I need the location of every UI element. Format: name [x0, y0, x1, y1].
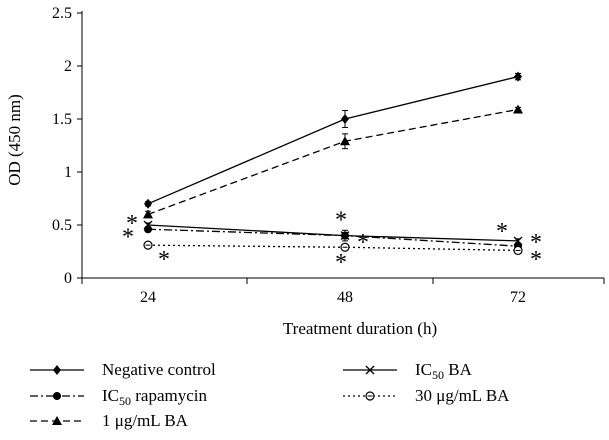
series-line [147, 228, 519, 247]
data-point-triangle [513, 104, 523, 114]
legend-item: Negative control [30, 360, 216, 379]
significance-asterisk: * [335, 208, 347, 234]
significance-annotations: ******* ** [122, 208, 542, 276]
data-point-triangle [143, 209, 153, 219]
legend-label: 1 μg/mL BA [102, 411, 189, 430]
x-axis-title: Treatment duration (h) [283, 319, 437, 338]
data-point-x [513, 236, 523, 246]
series-open-circle [143, 240, 523, 256]
series-line [147, 108, 519, 216]
data-point-diamond [514, 71, 522, 82]
data-point-diamond [53, 365, 61, 375]
series-x [143, 220, 523, 246]
significance-asterisk: * [335, 250, 347, 276]
axes [77, 11, 605, 284]
series-diamond [144, 71, 522, 209]
data-point-x [143, 220, 153, 230]
significance-asterisk: * [530, 247, 542, 273]
series-line [147, 244, 519, 252]
y-tick-label: 1 [64, 164, 72, 181]
series-line [147, 224, 519, 242]
data-point-circle [53, 392, 61, 400]
legend-item: IC50 rapamycin [30, 386, 207, 408]
tick-labels: 0 0.5 1 1.5 2 2.5 24 48 72 [52, 5, 526, 306]
significance-asterisk: * [357, 230, 369, 256]
significance-asterisk: * [122, 225, 134, 251]
series-line [147, 75, 519, 205]
y-tick-label: 0 [64, 270, 72, 287]
x-tick-label: 48 [337, 289, 353, 306]
x-tick-label: 72 [510, 289, 526, 306]
y-tick-label: 2 [64, 58, 72, 75]
data-point-open-circle [340, 242, 350, 252]
y-axis-title: OD (450 nm) [5, 94, 24, 186]
series-group [143, 71, 523, 256]
legend-label: IC50 BA [415, 360, 473, 382]
data-point-open-circle [365, 391, 375, 401]
legend-item: 1 μg/mL BA [30, 411, 189, 430]
series-circle [144, 225, 522, 251]
y-tick-label: 0.5 [52, 217, 72, 234]
legend: Negative control IC50 rapamycin 1 μg/mL BA… [30, 360, 510, 430]
y-tick-label: 1.5 [52, 111, 72, 128]
significance-asterisk: * [126, 211, 138, 237]
significance-asterisk: * [496, 219, 508, 245]
data-point-open-circle [513, 245, 523, 256]
data-point-open-circle [143, 240, 153, 250]
data-point-diamond [341, 114, 349, 124]
legend-label: Negative control [102, 360, 216, 379]
data-point-triangle [52, 416, 62, 425]
significance-asterisk: * [158, 247, 170, 273]
data-point-x [365, 365, 375, 375]
data-point-diamond [144, 198, 152, 209]
series-triangle [143, 104, 523, 219]
x-tick-label: 24 [140, 289, 156, 306]
legend-label: 30 μg/mL BA [415, 386, 510, 405]
data-point-x [340, 231, 350, 241]
data-point-triangle [340, 136, 350, 146]
legend-item: 30 μg/mL BA [343, 386, 510, 405]
significance-asterisk: * [530, 230, 542, 256]
y-tick-label: 2.5 [52, 5, 72, 22]
legend-item: IC50 BA [343, 360, 473, 382]
legend-label: IC50 rapamycin [102, 386, 207, 408]
